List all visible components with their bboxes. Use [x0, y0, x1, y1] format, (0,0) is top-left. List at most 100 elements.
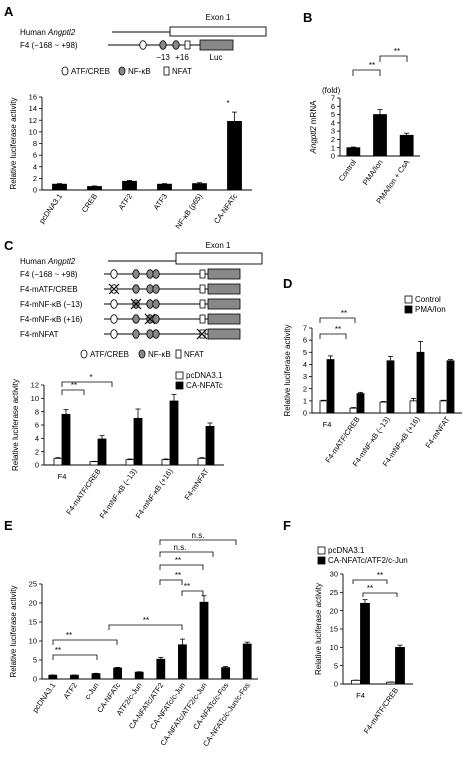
- mutation-mark-icon: [130, 298, 142, 310]
- y-axis-label: Relative luciferase activity: [283, 324, 292, 416]
- bar: [134, 671, 144, 680]
- bar: [395, 646, 405, 685]
- y-tick-label: 7: [303, 324, 307, 333]
- x-tick-label: F4-mNF-κB (−13): [98, 467, 139, 521]
- bar: [386, 360, 395, 414]
- bar: [386, 681, 396, 685]
- panel-a-star: *: [226, 99, 229, 108]
- bar: [227, 121, 242, 191]
- y-tick-label: 6: [35, 421, 39, 430]
- y-tick-label: 0: [331, 152, 335, 161]
- significance-bracket: [352, 69, 381, 76]
- y-tick-label: 14: [29, 104, 37, 113]
- panel-label-d: D: [283, 276, 292, 291]
- panel-c-exon-box: [175, 252, 263, 265]
- significance-bracket: [319, 333, 347, 339]
- x-tick-label: pcDNA3.1: [37, 192, 64, 225]
- x-tick-label: F4: [58, 472, 67, 481]
- panel-label-c: C: [4, 238, 14, 253]
- atf-site: [110, 314, 118, 324]
- panel-c-legend-atf: ATF/CREB: [90, 350, 129, 359]
- bar: [97, 438, 107, 466]
- y-tick-label: 12: [29, 116, 37, 125]
- nfkb-site: [146, 284, 154, 294]
- legend-swatch: [404, 295, 413, 304]
- panel-f-sig-2: **: [377, 571, 383, 580]
- panel-label-e: E: [4, 518, 13, 533]
- y-tick-label: 7: [331, 94, 335, 103]
- y-tick-label: 5: [331, 110, 335, 119]
- bar: [326, 359, 335, 414]
- significance-bracket: [159, 551, 214, 557]
- bar: [157, 183, 172, 191]
- construct-label: F4-mNFAT: [20, 330, 59, 339]
- x-tick-label: CREB: [80, 192, 99, 214]
- bar: [70, 674, 79, 680]
- panel-a-nfkb-site-2: [172, 40, 180, 50]
- bar: [192, 183, 207, 191]
- x-tick-label: F4-mNFAT: [183, 467, 211, 502]
- significance-bracket: [159, 579, 183, 585]
- panel-e-sig-3: **: [143, 616, 149, 625]
- y-tick-label: 4: [33, 162, 37, 171]
- y-tick-label: 1: [303, 396, 307, 405]
- x-tick-label: ATF2: [61, 681, 79, 701]
- x-tick-label: F4-mATF/CREB: [64, 467, 102, 516]
- bar: [113, 667, 122, 680]
- panel-c-gene-label: Human Angptl2: [20, 257, 76, 266]
- y-tick-label: 15: [330, 625, 338, 634]
- panel-a-site-16: +16: [175, 53, 189, 62]
- nfat-site: [199, 269, 206, 279]
- bar: [91, 673, 101, 680]
- y-tick-label: 6: [303, 336, 307, 345]
- nfat-site: [199, 284, 206, 294]
- significance-bracket: [362, 592, 398, 597]
- y-tick-label: 10: [29, 637, 37, 646]
- bar: [399, 134, 414, 157]
- significance-bracket: [52, 639, 118, 645]
- y-tick-label: 0: [33, 186, 37, 195]
- y-tick-label: 5: [33, 656, 37, 665]
- luc-box: [207, 313, 241, 325]
- atf-site: [110, 299, 118, 309]
- significance-bracket: [52, 654, 98, 660]
- y-tick-label: 0: [35, 461, 39, 470]
- x-tick-label: F4-mNF-κB (+16): [134, 467, 175, 521]
- atf-site: [110, 269, 118, 279]
- bar: [48, 674, 58, 680]
- panel-e-ns-1: n.s.: [174, 543, 187, 552]
- y-tick-label: 20: [29, 599, 37, 608]
- panel-c-schematic: Human Angptl2 Exon 1 F4 (−168 ~ +98) F4-m…: [20, 241, 263, 359]
- y-tick-label: 3: [303, 372, 307, 381]
- bar: [61, 413, 71, 466]
- panel-a-nfkb-site-1: [159, 40, 167, 50]
- y-tick-label: 2: [303, 384, 307, 393]
- significance-bracket: [352, 579, 388, 584]
- bar: [446, 360, 455, 414]
- panel-a-construct-label: F4 (−168 ~ +98): [20, 41, 78, 50]
- mutation-mark-icon: [144, 313, 156, 325]
- panel-a-site-13: −13: [156, 53, 170, 62]
- bar: [122, 180, 137, 191]
- bar: [360, 602, 370, 685]
- bar: [169, 400, 179, 466]
- y-tick-label: 15: [29, 618, 37, 627]
- x-tick-label: NF-κB (p65): [173, 192, 204, 231]
- bar: [89, 461, 99, 466]
- panel-c-legend-nfat: NFAT: [184, 350, 204, 359]
- bar: [379, 401, 388, 414]
- panel-c-sig-2: **: [71, 381, 77, 390]
- bar: [205, 425, 215, 466]
- mutation-mark-icon: [196, 328, 208, 340]
- panel-a-nfat-site: [184, 40, 191, 50]
- y-tick-label: 5: [334, 661, 338, 670]
- legend-swatch: [404, 305, 413, 314]
- y-tick-label: 0: [33, 675, 37, 684]
- panel-a-legend-atf: ATF/CREB: [71, 67, 110, 76]
- x-tick-label: Control: [337, 158, 358, 183]
- panel-a-legend-nfat: NFAT: [172, 67, 192, 76]
- construct-label: F4 (−168 ~ +98): [20, 270, 78, 279]
- y-tick-label: 2: [35, 447, 39, 456]
- y-tick-label: 4: [303, 360, 307, 369]
